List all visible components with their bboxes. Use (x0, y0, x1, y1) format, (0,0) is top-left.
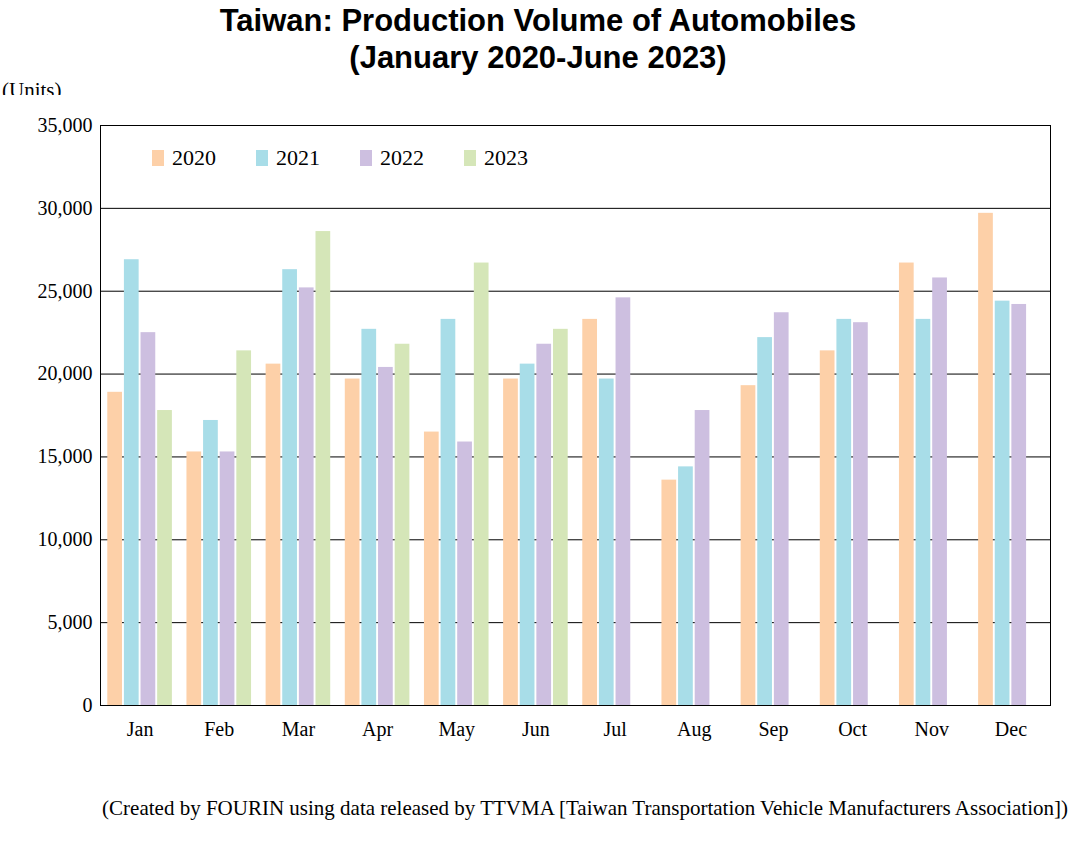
html-text:(Units): (Units) (2, 78, 62, 102)
html-text:2022: 2022 (380, 145, 424, 170)
svg-text:Aug: Aug (677, 718, 711, 741)
svg-text:10,000: 10,000 (38, 528, 93, 550)
svg-text:Nov: Nov (915, 718, 949, 740)
html-text:2023: 2023 (484, 145, 528, 170)
html-text:2021: 2021 (276, 145, 320, 170)
svg-text:Jun: Jun (522, 718, 550, 740)
html-text:Taiwan: Production Volume of A: Taiwan: Production Volume of Automobiles (219, 3, 857, 38)
html-text:2020: 2020 (172, 145, 216, 170)
svg-text:Sep: Sep (758, 718, 788, 741)
svg-text:Mar: Mar (282, 718, 316, 740)
html-text:(Created by FOURIN using data: (Created by FOURIN using data released b… (102, 796, 1068, 820)
svg-text:30,000: 30,000 (38, 197, 93, 219)
svg-text:Jan: Jan (127, 718, 154, 740)
svg-text:35,000: 35,000 (38, 114, 93, 136)
svg-text:Feb: Feb (204, 718, 234, 740)
svg-text:May: May (438, 718, 475, 741)
svg-text:20,000: 20,000 (38, 362, 93, 384)
svg-text:25,000: 25,000 (38, 280, 93, 302)
svg-text:Dec: Dec (995, 718, 1027, 740)
svg-text:Apr: Apr (362, 718, 393, 741)
svg-text:5,000: 5,000 (48, 611, 93, 633)
html-text:(January 2020-June 2023): (January 2020-June 2023) (349, 40, 727, 75)
svg-text:15,000: 15,000 (38, 445, 93, 467)
svg-text:0: 0 (83, 694, 93, 716)
svg-text:Jul: Jul (603, 718, 627, 740)
svg-text:Oct: Oct (838, 718, 867, 740)
